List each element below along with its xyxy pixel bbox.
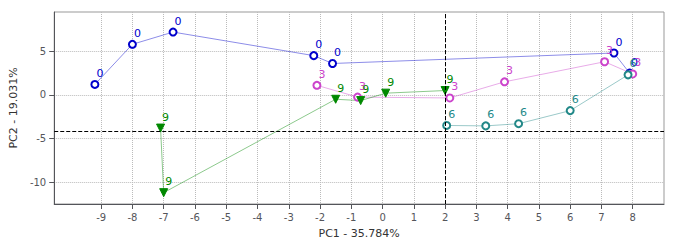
svg-text:5: 5 <box>536 212 542 223</box>
svg-text:6: 6 <box>567 212 573 223</box>
svg-text:3: 3 <box>634 56 642 70</box>
svg-text:0: 0 <box>40 89 46 100</box>
svg-text:3: 3 <box>473 212 479 223</box>
svg-text:-9: -9 <box>96 212 106 223</box>
svg-text:6: 6 <box>487 108 494 121</box>
svg-text:-7: -7 <box>159 212 169 223</box>
svg-text:-6: -6 <box>190 212 200 223</box>
svg-text:9: 9 <box>337 82 344 95</box>
svg-text:-4: -4 <box>252 212 262 223</box>
svg-text:-8: -8 <box>127 212 137 223</box>
svg-text:8: 8 <box>630 212 636 223</box>
svg-text:-2: -2 <box>315 212 325 223</box>
svg-text:3: 3 <box>506 64 513 77</box>
svg-text:2: 2 <box>442 212 448 223</box>
svg-text:PC2 - 19.031%: PC2 - 19.031% <box>7 67 20 148</box>
svg-text:6: 6 <box>630 57 637 70</box>
svg-text:3: 3 <box>318 68 325 81</box>
svg-text:4: 4 <box>504 212 510 223</box>
svg-text:0: 0 <box>96 67 103 80</box>
svg-text:6: 6 <box>448 108 455 121</box>
svg-text:0: 0 <box>615 36 622 49</box>
svg-text:9: 9 <box>362 83 369 96</box>
svg-text:0: 0 <box>334 46 341 59</box>
svg-text:-5: -5 <box>36 133 46 144</box>
svg-text:-5: -5 <box>221 212 231 223</box>
svg-text:6: 6 <box>572 93 579 106</box>
svg-text:-1: -1 <box>346 212 356 223</box>
svg-text:0: 0 <box>379 212 385 223</box>
svg-text:PC1 - 35.784%: PC1 - 35.784% <box>319 227 400 240</box>
svg-text:9: 9 <box>447 73 454 86</box>
svg-text:3: 3 <box>606 44 613 57</box>
svg-text:7: 7 <box>598 212 604 223</box>
svg-text:3: 3 <box>451 80 459 94</box>
svg-text:5: 5 <box>40 46 46 57</box>
svg-text:0: 0 <box>315 38 322 51</box>
svg-text:6: 6 <box>520 106 527 119</box>
svg-text:9: 9 <box>165 175 172 188</box>
svg-text:0: 0 <box>175 15 182 28</box>
svg-text:1: 1 <box>411 212 417 223</box>
svg-text:9: 9 <box>162 111 169 124</box>
svg-text:-3: -3 <box>284 212 294 223</box>
svg-text:9: 9 <box>387 76 394 89</box>
svg-text:-10: -10 <box>30 177 46 188</box>
svg-text:0: 0 <box>134 27 141 40</box>
